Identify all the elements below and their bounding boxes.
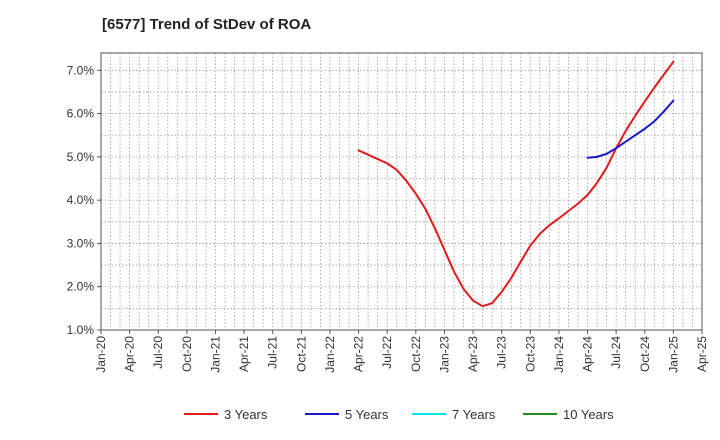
- x-tick-label: Jul-23: [495, 336, 509, 369]
- x-tick-label: Apr-25: [695, 336, 709, 372]
- plot-frame: [100, 52, 703, 331]
- x-tick-label: Jan-20: [94, 336, 108, 373]
- y-tick-label: 3.0%: [67, 236, 95, 250]
- x-tick-label: Jul-21: [266, 336, 280, 369]
- y-tick-label: 7.0%: [67, 63, 95, 77]
- legend-label: 5 Years: [345, 407, 389, 422]
- x-tick-label: Oct-20: [180, 336, 194, 372]
- x-tick-label: Jan-25: [666, 336, 680, 373]
- x-tick-label: Apr-22: [352, 336, 366, 372]
- x-tick-label: Apr-20: [123, 336, 137, 372]
- x-tick-label: Jan-23: [437, 336, 451, 373]
- y-tick-label: 6.0%: [67, 107, 95, 121]
- series-line-5-years: [586, 99, 675, 159]
- x-tick-label: Jul-20: [151, 336, 165, 369]
- x-tick-label: Oct-23: [523, 336, 537, 372]
- x-tick-label: Jan-21: [208, 336, 222, 373]
- x-tick-label: Oct-22: [409, 336, 423, 372]
- x-tick-label: Oct-21: [294, 336, 308, 372]
- y-tick-label: 4.0%: [67, 193, 95, 207]
- legend-label: 7 Years: [452, 407, 496, 422]
- legend-label: 10 Years: [563, 407, 614, 422]
- x-tick-label: Jan-24: [552, 336, 566, 373]
- x-tick-label: Jul-24: [609, 336, 623, 369]
- x-tick-label: Apr-21: [237, 336, 251, 372]
- x-tick-label: Jul-22: [380, 336, 394, 369]
- x-tick-label: Jan-22: [323, 336, 337, 373]
- y-tick-label: 5.0%: [67, 150, 95, 164]
- y-tick-label: 1.0%: [67, 323, 95, 337]
- series-line-3-years: [357, 60, 675, 308]
- y-tick-label: 2.0%: [67, 280, 95, 294]
- legend-label: 3 Years: [224, 407, 268, 422]
- chart-title: [6577] Trend of StDev of ROA: [102, 16, 312, 33]
- x-tick-label: Oct-24: [638, 336, 652, 372]
- x-tick-label: Apr-24: [581, 336, 595, 372]
- plot-area: [101, 53, 702, 330]
- x-tick-label: Apr-23: [466, 336, 480, 372]
